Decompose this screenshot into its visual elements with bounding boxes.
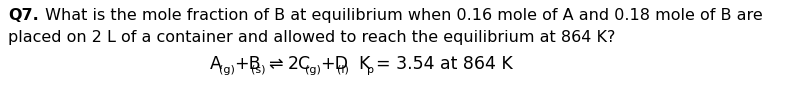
Text: = 3.54 at 864 K: = 3.54 at 864 K: [376, 55, 513, 73]
Text: What is the mole fraction of B at equilibrium when 0.16 mole of A and 0.18 mole : What is the mole fraction of B at equili…: [40, 8, 762, 23]
Text: (g): (g): [219, 65, 235, 75]
Text: 2C: 2C: [288, 55, 311, 73]
Text: (g): (g): [305, 65, 321, 75]
Text: p: p: [367, 65, 374, 75]
Text: +D: +D: [320, 55, 348, 73]
Text: Q7.: Q7.: [8, 8, 38, 23]
Text: (l): (l): [337, 65, 349, 75]
Text: K: K: [358, 55, 370, 73]
Text: ⇌: ⇌: [268, 55, 282, 73]
Text: placed on 2 L of a container and allowed to reach the equilibrium at 864 K?: placed on 2 L of a container and allowed…: [8, 30, 615, 45]
Text: A: A: [210, 55, 222, 73]
Text: +B: +B: [234, 55, 261, 73]
Text: (s): (s): [251, 65, 266, 75]
